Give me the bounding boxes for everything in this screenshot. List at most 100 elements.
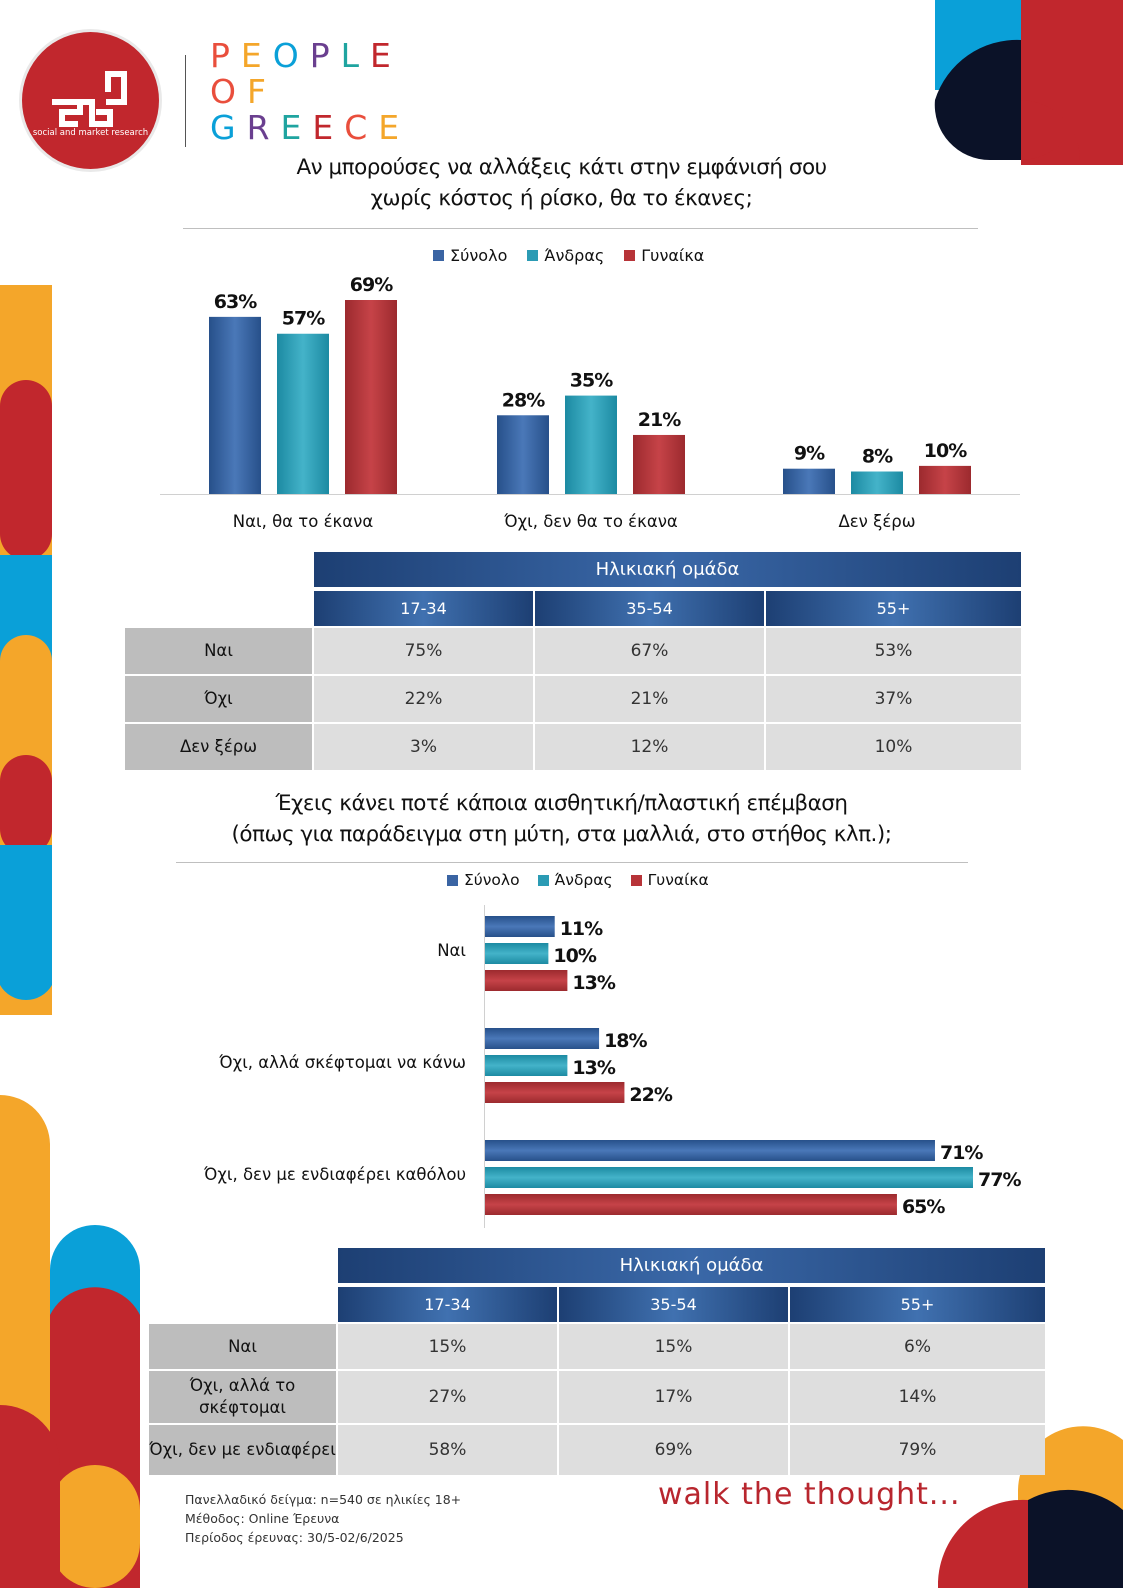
table1-cell-1-3: 53% <box>766 628 1021 674</box>
legend2-swatch-women <box>630 874 642 886</box>
table2-cell-3-3: 79% <box>790 1425 1045 1475</box>
table1-row-label-1: Ναι <box>125 628 312 674</box>
chart2-legend: Σύνολο Άνδρας Γυναίκα <box>447 871 709 889</box>
legend-swatch-total <box>433 250 444 261</box>
hbar-women-2 <box>485 1082 625 1103</box>
chart2-horizontal-bars: 11% 10% 13% Ναι 18% 13% 22% Όχι, αλλά σκέφτομαι… <box>203 905 1022 1228</box>
bar-women-1 <box>345 300 397 494</box>
wordmark-letter: E <box>240 36 273 75</box>
legend-item-men: Άνδρας <box>527 246 604 265</box>
table1-cell-2-1: 22% <box>314 676 533 722</box>
bar-men-2 <box>565 395 617 494</box>
table1-group-header: Ηλικιακή ομάδα <box>314 552 1021 587</box>
wordmark-letter: G <box>210 108 247 147</box>
data-label-total-3: 9% <box>794 443 825 465</box>
wordmark-letter: P <box>210 36 241 75</box>
table1-cell-3-1: 3% <box>314 724 533 770</box>
hdata-label-total-2: 18% <box>604 1030 647 1052</box>
chart1-vertical-bars: 63% 57% 69% Ναι, θα το έκανα 28% 35% 21% Όχι, δ… <box>160 274 1020 531</box>
wordmark-letter: E <box>378 108 411 147</box>
hdata-label-women-3: 65% <box>902 1196 945 1218</box>
wordmark-letter: F <box>246 72 277 111</box>
bar-total-1 <box>209 316 261 494</box>
table1-cell-1-1: 75% <box>314 628 533 674</box>
wordmark-letter: L <box>340 36 371 75</box>
hdata-label-women-2: 22% <box>629 1084 672 1106</box>
hbar-total-1 <box>485 916 555 937</box>
data-label-women-3: 10% <box>924 440 967 462</box>
table2-cell-3-1: 58% <box>338 1425 557 1475</box>
hbar-men-2 <box>485 1055 568 1076</box>
wordmark-letter: O <box>210 72 247 111</box>
bar-total-3 <box>783 468 835 494</box>
method-line: Μέθοδος: Online Έρευνα <box>185 1511 340 1526</box>
company-logo: social and market research <box>22 32 159 169</box>
corner-decoration-top-right <box>934 0 1123 165</box>
hbar-women-1 <box>485 970 568 991</box>
category-label-3: Δεν ξέρω <box>838 512 915 531</box>
q1-title-line-1: Αν μπορούσες να αλλάξεις κάτι στην εμφάν… <box>296 155 827 180</box>
hbar-men-1 <box>485 943 549 964</box>
hcategory-label-3: Όχι, δεν με ενδιαφέρει καθόλου <box>203 1165 466 1184</box>
bar-men-1 <box>277 333 329 494</box>
legend2-swatch-men <box>537 874 549 886</box>
hbar-total-3 <box>485 1140 935 1161</box>
slogan: walk the thought... <box>658 1477 961 1512</box>
table1-cell-2-3: 37% <box>766 676 1021 722</box>
q2-title-line-2: (όπως για παράδειγμα στη μύτη, στα μαλλι… <box>231 822 892 847</box>
hbar-men-3 <box>485 1167 973 1188</box>
wordmark-line: OF <box>210 74 410 110</box>
sample-line: Πανελλαδικό δείγμα: n=540 σε ηλικίες 18+ <box>185 1492 462 1507</box>
q1-title: Αν μπορούσες να αλλάξεις κάτι στην εμφάν… <box>0 152 1123 214</box>
legend-item-women: Γυναίκα <box>624 246 704 265</box>
hbar-total-2 <box>485 1028 600 1049</box>
wordmark-letter: O <box>272 36 310 75</box>
table2-col-55plus: 55+ <box>790 1287 1045 1322</box>
hdata-label-women-1: 13% <box>572 972 615 994</box>
methodology-note: Πανελλαδικό δείγμα: n=540 σε ηλικίες 18+… <box>185 1490 461 1547</box>
q1-title-rule <box>183 228 978 229</box>
legend2-item-total: Σύνολο <box>447 871 520 889</box>
table2-cell-2-2: 17% <box>559 1371 788 1423</box>
wordmark-letter: C <box>344 108 379 147</box>
wordmark-letter: E <box>280 108 313 147</box>
table2-col-35-54: 35-54 <box>559 1287 788 1322</box>
data-label-total-1: 63% <box>214 291 257 313</box>
chart1-legend: Σύνολο Άνδρας Γυναίκα <box>433 246 704 265</box>
wordmark-letter: P <box>309 36 341 75</box>
hdata-label-total-3: 71% <box>940 1142 983 1164</box>
bottom-left-decoration <box>0 1095 140 1588</box>
people-of-greece-wordmark: PEOPLE OF GREECE <box>210 38 410 146</box>
table1-row-label-2: Όχι <box>125 676 312 722</box>
data-label-women-2: 21% <box>638 409 681 431</box>
data-label-total-2: 28% <box>502 389 545 411</box>
table2-cell-3-2: 69% <box>559 1425 788 1475</box>
table1-cell-3-2: 12% <box>535 724 764 770</box>
legend-swatch-women <box>624 250 636 261</box>
logo-subtitle: social and market research <box>32 128 149 138</box>
category-label-2: Όχι, δεν θα το έκανα <box>503 512 678 531</box>
hcategory-label-2: Όχι, αλλά σκέφτομαι να κάνω <box>218 1053 466 1072</box>
table2-cell-2-3: 14% <box>790 1371 1045 1423</box>
table2-group-header: Ηλικιακή ομάδα <box>338 1248 1045 1283</box>
wordmark-letter: E <box>312 108 345 147</box>
table1-col-35-54: 35-54 <box>535 591 764 626</box>
table1-cell-3-3: 10% <box>766 724 1021 770</box>
legend2-item-women: Γυναίκα <box>630 871 709 889</box>
table1-col-55plus: 55+ <box>766 591 1021 626</box>
q2-title: Έχεις κάνει ποτέ κάποια αισθητική/πλαστι… <box>0 788 1123 850</box>
wordmark-letter: R <box>246 108 281 147</box>
table2-row-label-2: Όχι, αλλά το σκέφτομαι <box>149 1371 336 1423</box>
wordmark-line: GREECE <box>210 110 410 146</box>
table2-row-label-1: Ναι <box>149 1324 336 1369</box>
q2-title-line-1: Έχεις κάνει ποτέ κάποια αισθητική/πλαστι… <box>275 791 848 816</box>
legend-swatch-men <box>527 250 539 261</box>
bar-total-2 <box>497 415 549 494</box>
bar-women-3 <box>919 465 971 494</box>
hdata-label-men-1: 10% <box>553 945 596 967</box>
wordmark-letter: E <box>370 36 402 75</box>
data-label-men-2: 35% <box>570 370 613 392</box>
table1-row-label-3: Δεν ξέρω <box>125 724 312 770</box>
bar-men-3 <box>851 471 903 494</box>
table2-cell-2-1: 27% <box>338 1371 557 1423</box>
